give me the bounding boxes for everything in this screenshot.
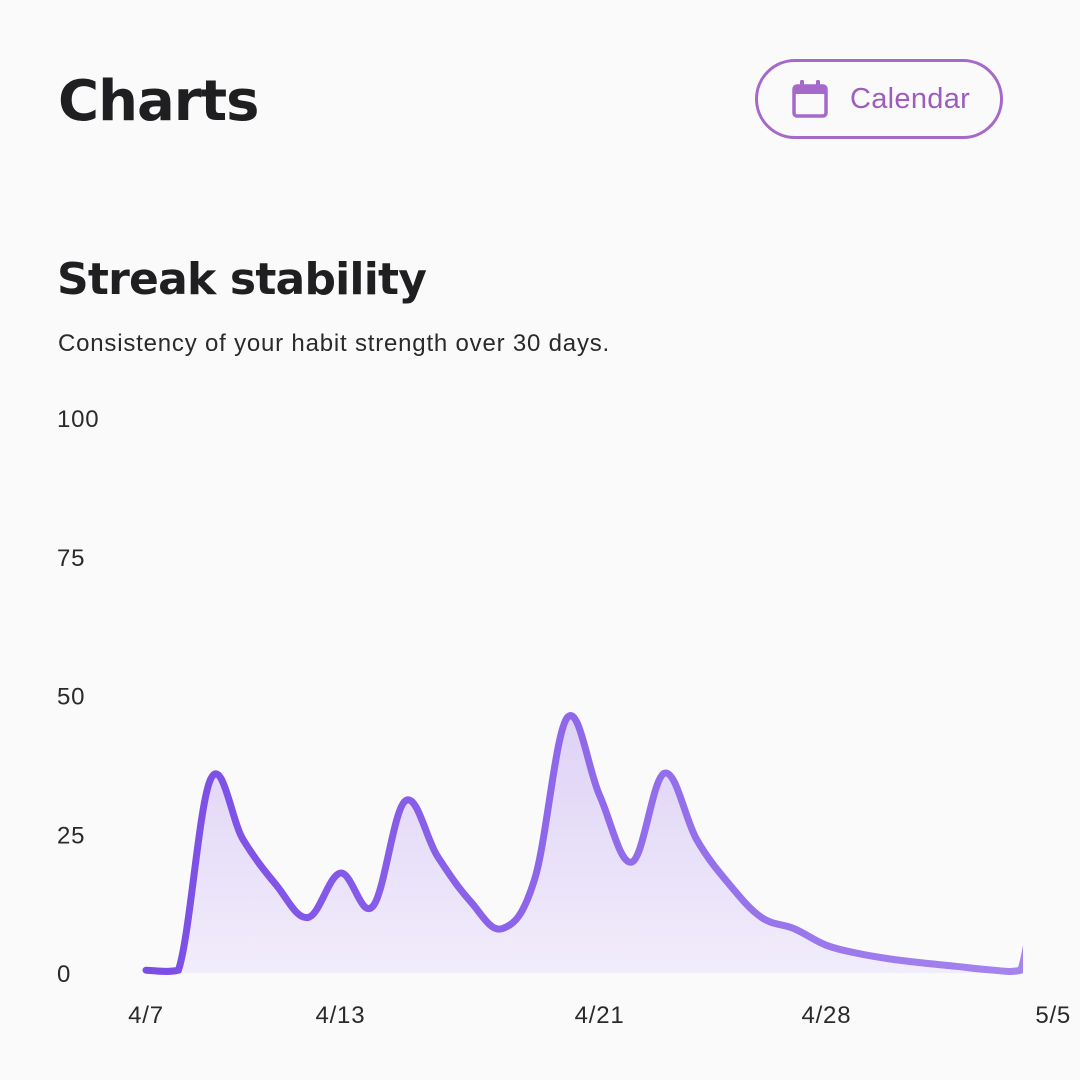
- x-tick-label: 4/21: [575, 1002, 625, 1029]
- data-point: [597, 792, 603, 798]
- section-title: Streak stability: [57, 254, 427, 305]
- y-tick-label: 25: [57, 822, 85, 849]
- data-point: [435, 854, 441, 860]
- y-tick-label: 50: [57, 684, 85, 711]
- series-line: [142, 712, 1023, 975]
- data-point: [985, 967, 991, 973]
- page-title: Charts: [58, 69, 259, 134]
- calendar-button[interactable]: Calendar: [755, 59, 1003, 139]
- y-tick-label: 0: [57, 961, 71, 988]
- data-point: [1050, 776, 1056, 782]
- data-point: [694, 837, 700, 843]
- y-axis: 0 25 50 75 100: [57, 406, 99, 988]
- x-tick-label: 4/13: [315, 1002, 365, 1029]
- y-tick-label: 75: [57, 545, 85, 572]
- plot-area: [142, 712, 1056, 975]
- data-point: [921, 960, 927, 966]
- data-point: [888, 956, 894, 962]
- x-tick-label: 5/5: [1035, 1002, 1071, 1029]
- calendar-button-label: Calendar: [850, 82, 971, 115]
- data-point: [337, 870, 343, 876]
- data-point: [273, 881, 279, 887]
- y-tick-label: 100: [57, 406, 99, 433]
- data-point: [629, 859, 635, 865]
- data-point: [1018, 967, 1024, 973]
- data-point: [208, 776, 214, 782]
- data-point: [499, 926, 505, 932]
- data-point: [240, 837, 246, 843]
- series-area: [146, 715, 1023, 973]
- x-axis: 4/7 4/13 4/21 4/28 5/5: [128, 1002, 1071, 1029]
- data-point: [823, 942, 829, 948]
- data-point: [856, 951, 862, 957]
- data-point: [791, 926, 797, 932]
- data-point: [402, 798, 408, 804]
- data-point: [305, 915, 311, 921]
- data-point: [661, 770, 667, 776]
- data-point: [532, 876, 538, 882]
- calendar-icon: [792, 80, 828, 118]
- data-point: [175, 967, 181, 973]
- x-tick-label: 4/28: [801, 1002, 851, 1029]
- x-tick-label: 4/7: [128, 1002, 164, 1029]
- data-point: [143, 967, 149, 973]
- data-point: [564, 715, 570, 721]
- data-point: [467, 898, 473, 904]
- data-point: [726, 881, 732, 887]
- data-point: [953, 963, 959, 969]
- data-point: [759, 915, 765, 921]
- data-point: [370, 903, 376, 909]
- section-subtitle: Consistency of your habit strength over …: [58, 330, 611, 357]
